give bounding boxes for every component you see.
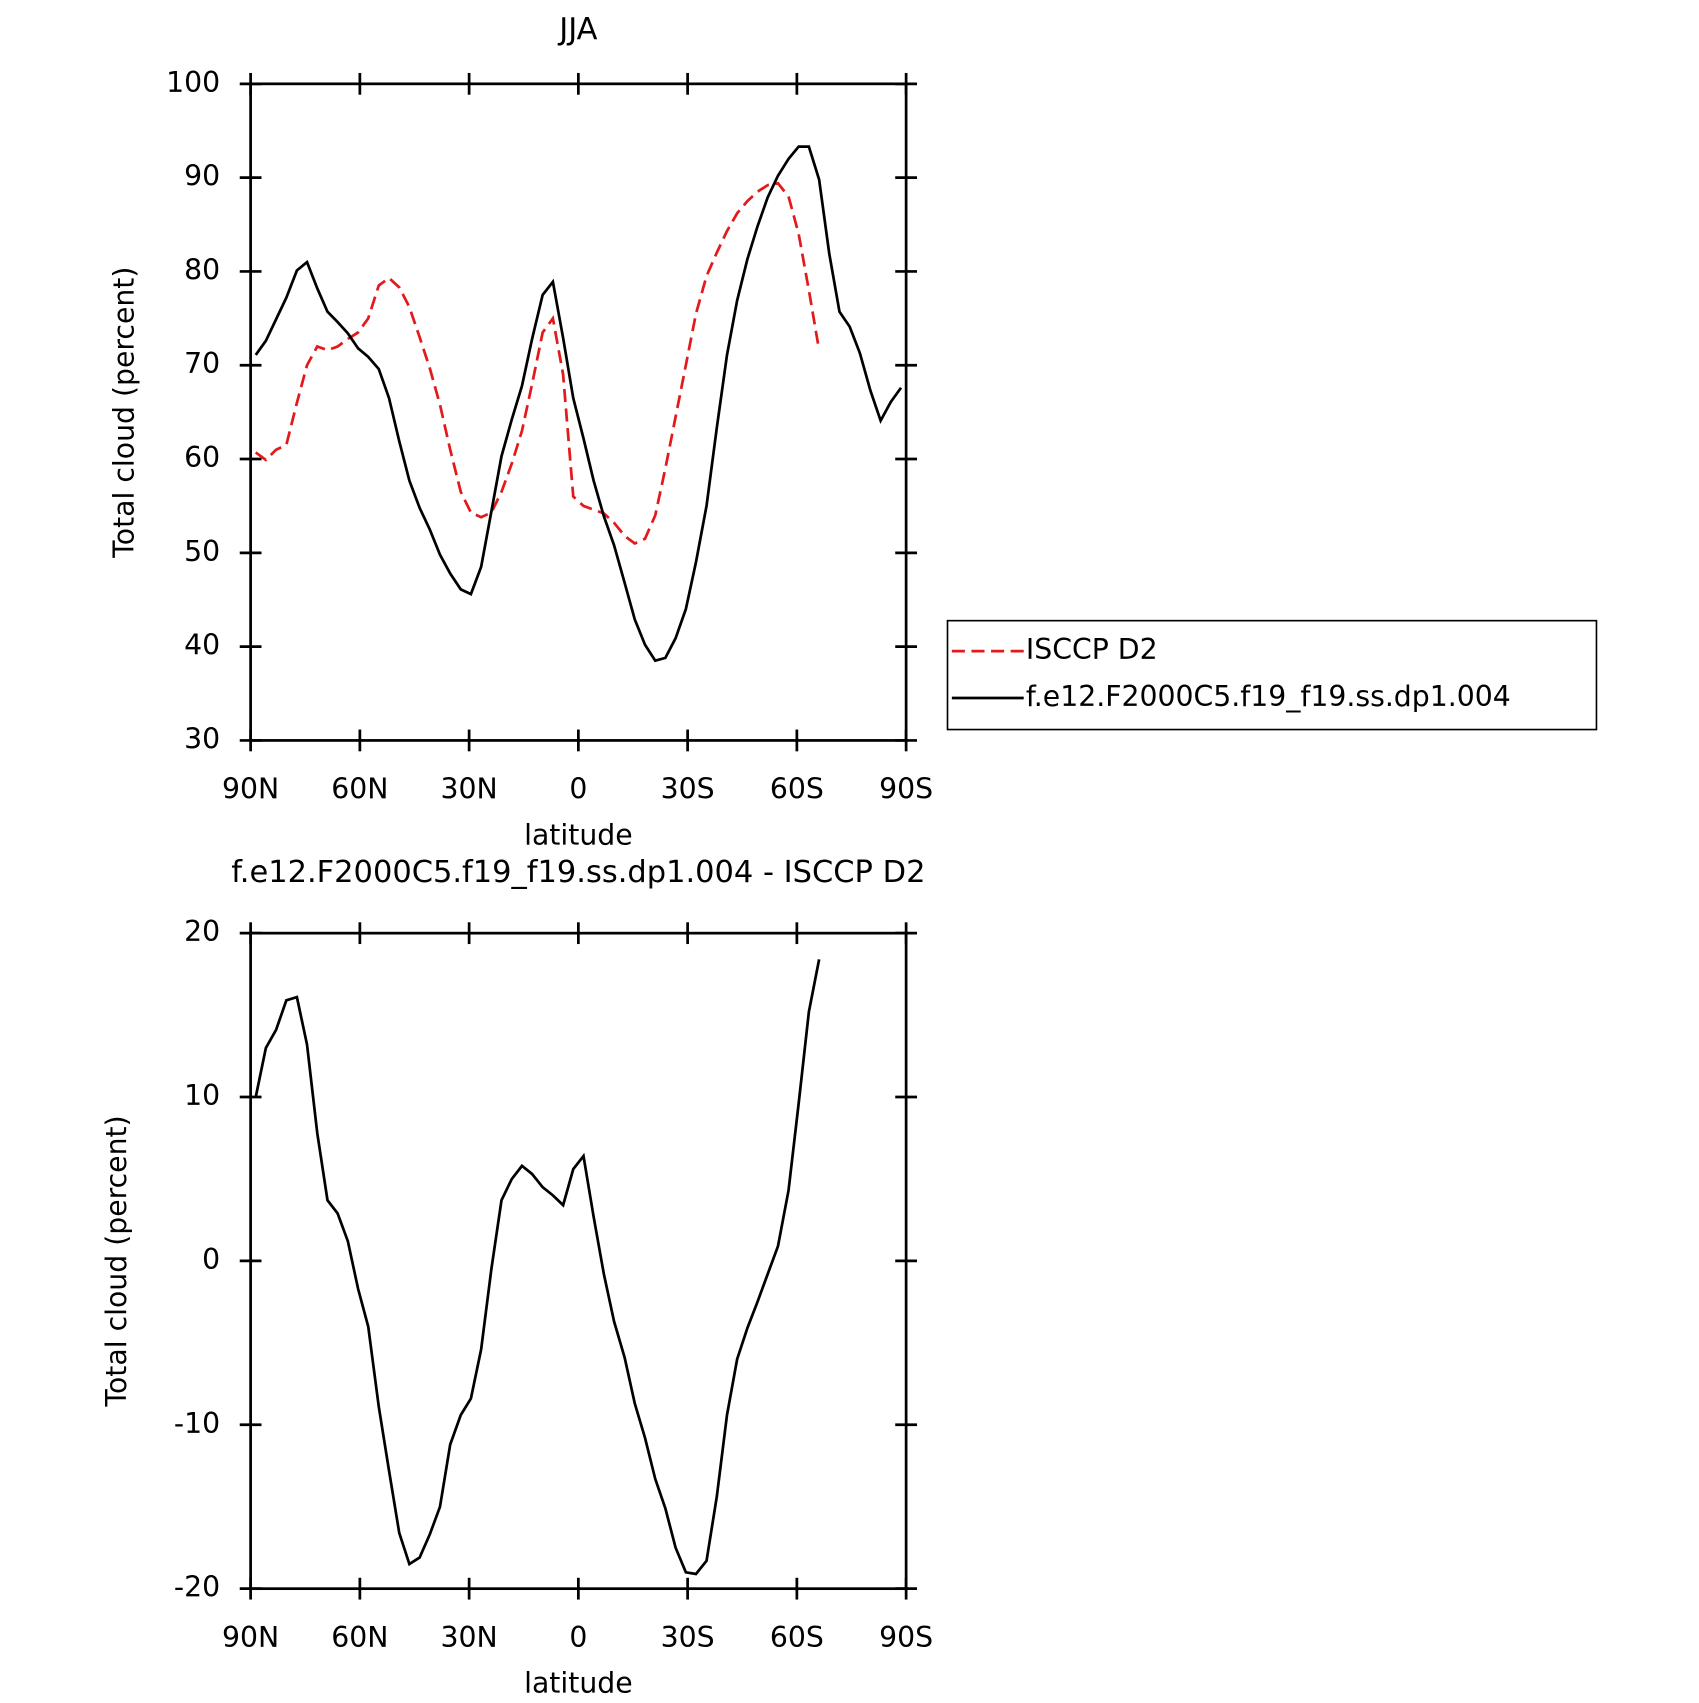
x-axis-label: latitude <box>524 1666 633 1699</box>
x-tick-label: 60S <box>770 773 824 806</box>
legend-label: ISCCP D2 <box>1026 633 1158 666</box>
y-tick-label: 0 <box>202 1243 220 1276</box>
plot-frame <box>249 931 908 1591</box>
y-tick-label: 60 <box>184 441 220 474</box>
x-tick-label: 90N <box>222 773 279 806</box>
x-tick-label: 60N <box>331 1621 388 1654</box>
x-tick-label: 0 <box>569 1621 587 1654</box>
x-tick-label: 60N <box>331 773 388 806</box>
y-tick-label: 10 <box>184 1079 220 1112</box>
chart-title: JJA <box>557 12 597 47</box>
x-tick-label: 30S <box>661 1621 715 1654</box>
plot-frame <box>249 82 908 742</box>
x-tick-label: 30N <box>441 773 498 806</box>
x-tick-label: 60S <box>770 1621 824 1654</box>
y-tick-label: 90 <box>184 160 220 193</box>
y-tick-label: 70 <box>184 347 220 380</box>
chart-title: f.e12.F2000C5.f19_f19.ss.dp1.004 - ISCCP… <box>231 855 925 890</box>
x-tick-label: 30S <box>661 773 715 806</box>
y-axis-label: Total cloud (percent) <box>100 1115 133 1407</box>
x-axis-label: latitude <box>524 818 633 851</box>
series-line <box>254 959 821 1576</box>
x-tick-label: 90S <box>879 773 933 806</box>
y-tick-label: 80 <box>184 253 220 286</box>
x-tick-label: 0 <box>569 773 587 806</box>
x-tick-label: 90S <box>879 1621 933 1654</box>
y-tick-label: 40 <box>184 629 220 662</box>
y-tick-label: -10 <box>174 1407 220 1440</box>
y-axis-label: Total cloud (percent) <box>107 267 140 559</box>
legend-label: f.e12.F2000C5.f19_f19.ss.dp1.004 <box>1026 680 1511 713</box>
series-line <box>254 181 821 546</box>
y-tick-label: 50 <box>184 535 220 568</box>
x-tick-label: 90N <box>222 1621 279 1654</box>
y-tick-label: 100 <box>166 66 220 99</box>
y-tick-label: 30 <box>184 722 220 755</box>
y-tick-label: -20 <box>174 1571 220 1604</box>
y-tick-label: 20 <box>184 915 220 948</box>
x-tick-label: 30N <box>441 1621 498 1654</box>
series-line <box>254 145 903 663</box>
legend-box <box>946 619 1598 731</box>
